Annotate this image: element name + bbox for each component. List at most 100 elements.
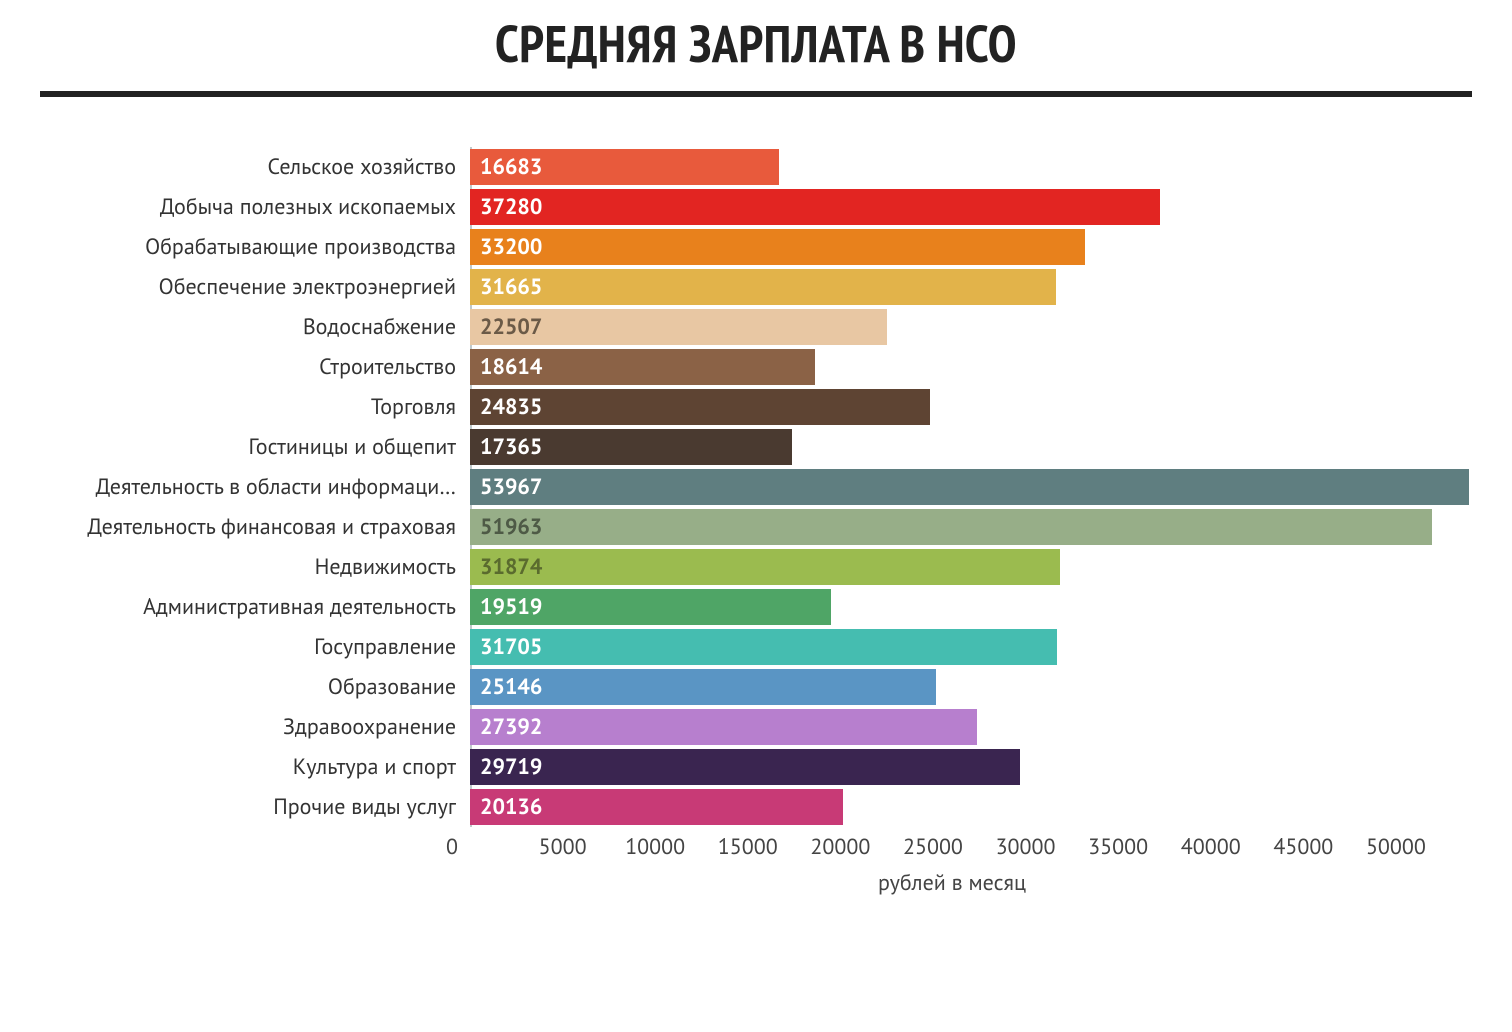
bar-value-label: 37280	[480, 193, 542, 221]
bar-row: Строительство 18614	[70, 347, 1442, 387]
bar: 25146	[470, 669, 936, 705]
chart-title: СРЕДНЯЯ ЗАРПЛАТА В НСО	[40, 10, 1472, 77]
bar-value-label: 20136	[480, 793, 542, 821]
bar-value-label: 19519	[480, 593, 542, 621]
plot-area: 51963	[470, 507, 1442, 547]
bar-row: Деятельность в области информаци… 53967	[70, 467, 1442, 507]
category-label: Недвижимость	[70, 547, 470, 587]
bar-row: Прочие виды услуг 20136	[70, 787, 1442, 827]
plot-area: 53967	[470, 467, 1442, 507]
category-label: Деятельность в области информаци…	[70, 467, 470, 507]
plot-area: 18614	[470, 347, 1442, 387]
bar: 33200	[470, 229, 1085, 265]
axis-tick-label: 50000	[1366, 833, 1426, 861]
x-axis-label-row: рублей в месяц	[70, 863, 1442, 897]
plot-area: 29719	[470, 747, 1442, 787]
plot-area: 25146	[470, 667, 1442, 707]
bar-value-label: 29719	[480, 753, 542, 781]
bar-row: Обрабатывающие производства 33200	[70, 227, 1442, 267]
bar: 53967	[470, 469, 1469, 505]
bar: 20136	[470, 789, 843, 825]
category-label: Гостиницы и общепит	[70, 427, 470, 467]
bar-row: Обеспечение электроэнергией 31665	[70, 267, 1442, 307]
bar-row: Сельское хозяйство 16683	[70, 147, 1442, 187]
category-label: Торговля	[70, 387, 470, 427]
bar-row: Добыча полезных ископаемых 37280	[70, 187, 1442, 227]
category-label: Строительство	[70, 347, 470, 387]
bar-row: Недвижимость 31874	[70, 547, 1442, 587]
bar-row: Водоснабжение 22507	[70, 307, 1442, 347]
bar-row: Культура и спорт 29719	[70, 747, 1442, 787]
plot-area: 31665	[470, 267, 1442, 307]
axis-tick-label: 10000	[625, 833, 685, 861]
bar-row: Торговля 24835	[70, 387, 1442, 427]
category-label: Добыча полезных ископаемых	[70, 187, 470, 227]
category-label: Административная деятельность	[70, 587, 470, 627]
axis-ticks: 0500010000150002000025000300003500040000…	[470, 833, 1442, 863]
bar-value-label: 51963	[480, 513, 542, 541]
bar-value-label: 53967	[480, 473, 542, 501]
bar-value-label: 25146	[480, 673, 542, 701]
category-label: Обеспечение электроэнергией	[70, 267, 470, 307]
axis-tick-label: 15000	[718, 833, 778, 861]
category-label: Здравоохранение	[70, 707, 470, 747]
bar-row: Административная деятельность 19519	[70, 587, 1442, 627]
axis-spacer	[70, 833, 470, 863]
axis-tick-label: 20000	[810, 833, 870, 861]
plot-area: 16683	[470, 147, 1442, 187]
category-label: Госуправление	[70, 627, 470, 667]
bar-value-label: 33200	[480, 233, 542, 261]
bar: 31705	[470, 629, 1057, 665]
bar: 29719	[470, 749, 1020, 785]
x-axis-label: рублей в месяц	[462, 869, 1442, 897]
plot-area: 33200	[470, 227, 1442, 267]
axis-tick-label: 5000	[539, 833, 587, 861]
bar: 31665	[470, 269, 1056, 305]
bar-row: Здравоохранение 27392	[70, 707, 1442, 747]
category-label: Обрабатывающие производства	[70, 227, 470, 267]
salary-bar-chart: Сельское хозяйство 16683 Добыча полезных и…	[70, 147, 1442, 897]
plot-area: 31874	[470, 547, 1442, 587]
plot-area: 27392	[470, 707, 1442, 747]
axis-spacer	[70, 863, 462, 897]
title-rule	[40, 91, 1472, 97]
bar: 51963	[470, 509, 1432, 545]
axis-tick-label: 0	[446, 833, 470, 861]
category-label: Прочие виды услуг	[70, 787, 470, 827]
category-label: Культура и спорт	[70, 747, 470, 787]
bar-value-label: 22507	[480, 313, 542, 341]
plot-area: 20136	[470, 787, 1442, 827]
bar-value-label: 27392	[480, 713, 542, 741]
bar-value-label: 18614	[480, 353, 542, 381]
plot-area: 17365	[470, 427, 1442, 467]
category-label: Водоснабжение	[70, 307, 470, 347]
bar: 37280	[470, 189, 1160, 225]
bar: 27392	[470, 709, 977, 745]
bar-value-label: 31665	[480, 273, 542, 301]
plot-area: 24835	[470, 387, 1442, 427]
bar-value-label: 31874	[480, 553, 542, 581]
bar: 31874	[470, 549, 1060, 585]
plot-area: 19519	[470, 587, 1442, 627]
bar-value-label: 24835	[480, 393, 542, 421]
bar: 18614	[470, 349, 815, 385]
plot-area: 22507	[470, 307, 1442, 347]
bar: 22507	[470, 309, 887, 345]
bar-value-label: 17365	[480, 433, 542, 461]
bar: 16683	[470, 149, 779, 185]
axis-tick-label: 40000	[1181, 833, 1241, 861]
bar-row: Деятельность финансовая и страховая51963	[70, 507, 1442, 547]
category-label: Сельское хозяйство	[70, 147, 470, 187]
page: СРЕДНЯЯ ЗАРПЛАТА В НСО Сельское хозяйств…	[0, 0, 1512, 1032]
bar-value-label: 31705	[480, 633, 542, 661]
bar: 24835	[470, 389, 930, 425]
axis-tick-label: 35000	[1088, 833, 1148, 861]
bar: 19519	[470, 589, 831, 625]
bar-row: Образование25146	[70, 667, 1442, 707]
plot-area: 31705	[470, 627, 1442, 667]
axis-tick-label: 30000	[996, 833, 1056, 861]
bar-row: Госуправление 31705	[70, 627, 1442, 667]
axis-tick-label: 25000	[903, 833, 963, 861]
bar: 17365	[470, 429, 792, 465]
bar-value-label: 16683	[480, 153, 542, 181]
